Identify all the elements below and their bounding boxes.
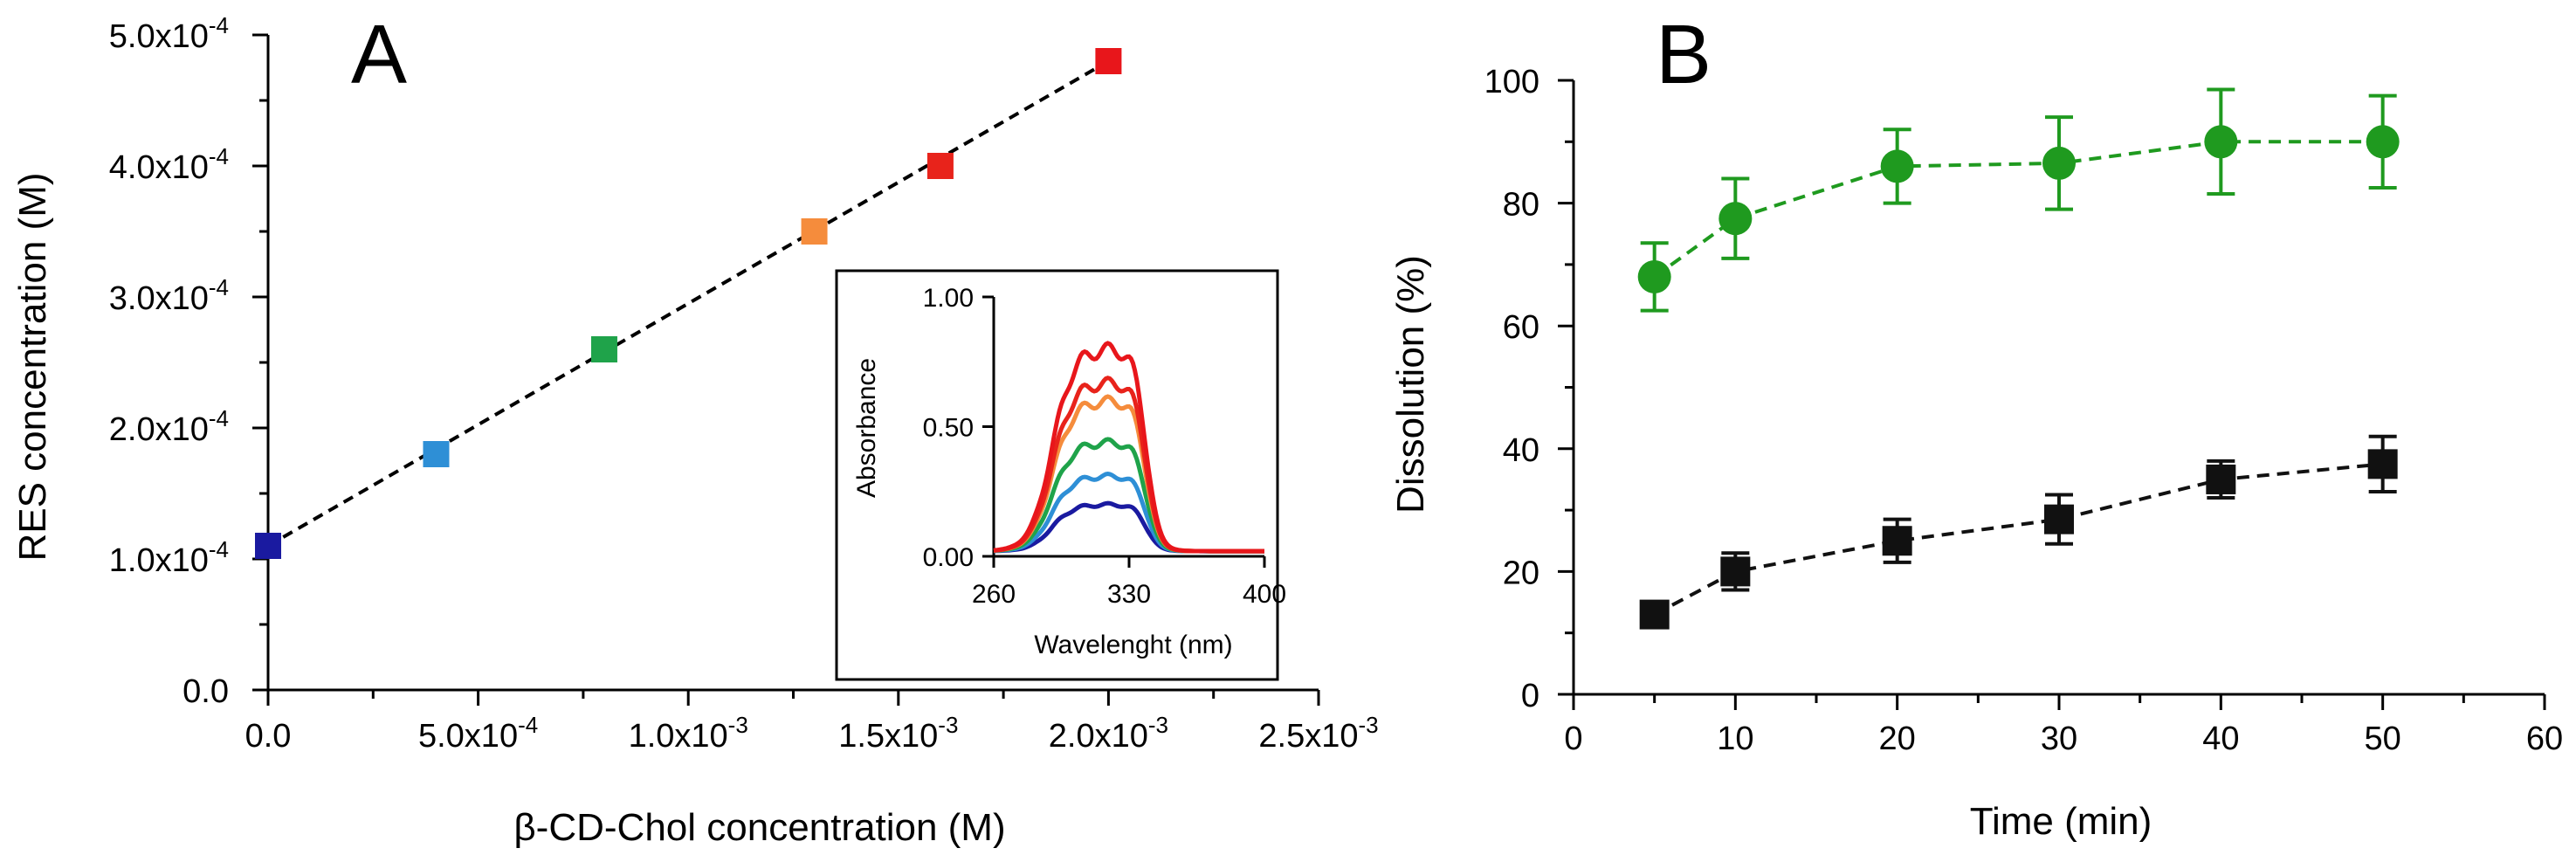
panel-a-y-tick-label-base: 4.0x10 [109, 149, 209, 186]
panel-a-y-tick-label-exponent: -4 [209, 274, 229, 300]
inset-x-tick-label: 400 [1243, 580, 1286, 609]
panel-b-y-tick-label: 0 [1521, 678, 1539, 714]
panel-a-x-tick-label-base: 2.5x10 [1258, 718, 1358, 755]
panel-a-y-axis-title: RES concentration (M) [11, 172, 54, 561]
panel-b-data-point [1637, 259, 1671, 293]
panel-a-data-point [801, 218, 828, 245]
panel-a-data-point [590, 336, 617, 362]
panel-a-x-axis-title: β-CD-Chol concentration (M) [513, 806, 1005, 849]
panel-b-y-tick-label: 80 [1503, 187, 1539, 224]
panel-a-x-tick-label: 2.0x10-3 [1049, 712, 1168, 755]
panel-a-y-tick-label-exponent: -4 [209, 405, 229, 431]
panel-b-y-tick-label: 20 [1503, 555, 1539, 591]
inset-x-ticks: 260 330 400 [972, 556, 1286, 609]
panel-a-x-tick-label: 0.0 [245, 718, 292, 755]
panel-b-y-ticks: 0 20 40 60 80 100 [1484, 64, 1574, 714]
panel-b-data-point [2204, 125, 2238, 159]
panel-b-x-tick-label: 50 [2365, 721, 2401, 757]
panel-a-data-point [255, 533, 281, 559]
panel-a-x-tick-label: 2.5x10-3 [1258, 712, 1378, 755]
panel-b-x-tick-label: 40 [2202, 721, 2239, 757]
panel-a-data-point [423, 441, 450, 467]
panel-a-data-points [255, 48, 1122, 559]
panel-b-y-axis-title: Dissolution (%) [1389, 255, 1432, 514]
panel-a-x-tick-label-base: 1.0x10 [629, 718, 728, 755]
panel-b-green-line [1653, 140, 2383, 279]
panel-a-y-tick-label: 5.0x10-4 [109, 12, 229, 55]
panel-a-fit-line [267, 59, 1110, 548]
panel-a-y-tick-label: 4.0x10-4 [109, 143, 229, 186]
panel-a-y-tick-label-base: 5.0x10 [109, 18, 209, 55]
inset-x-tick-label: 330 [1107, 580, 1151, 609]
panel-b-data-point [2044, 504, 2074, 534]
panel-b-data-point [1720, 556, 1751, 587]
panel-b-data-point [1639, 599, 1670, 630]
panel-a-y-ticks: 0.01.0x10-42.0x10-43.0x10-44.0x10-45.0x1… [109, 12, 268, 710]
panel-a-x-tick-label-exponent: -4 [518, 712, 538, 738]
panel-b-data-point [2042, 146, 2076, 180]
panel-a-y-tick-label-exponent: -4 [209, 536, 229, 562]
inset-spectra [993, 341, 1264, 554]
panel-a-data-point [1095, 48, 1122, 74]
inset-y-axis-title: Absorbance [852, 358, 881, 498]
inset-y-ticks: 0.00 0.50 1.00 [923, 284, 994, 572]
panel-a-y-tick-label-exponent: -4 [209, 12, 229, 38]
panel-a-x-tick-label: 1.5x10-3 [838, 712, 958, 755]
panel-b-x-tick-label: 20 [1879, 721, 1916, 757]
panel-b-y-tick-label: 100 [1484, 64, 1539, 100]
panel-b-data-point [2367, 449, 2398, 479]
panel-a-x-tick-label-exponent: -3 [728, 712, 748, 738]
panel-a-x-tick-label-base: 1.5x10 [838, 718, 938, 755]
panel-a-x-tick-label: 5.0x10-4 [418, 712, 538, 755]
panel-a-y-tick-label-base: 1.0x10 [109, 542, 209, 579]
panel-a-x-tick-label-exponent: -3 [1148, 712, 1168, 738]
panel-b-x-ticks: 0 10 20 30 40 50 60 [1564, 694, 2563, 757]
panel-b-data-point [1880, 149, 1914, 183]
panel-b-y-tick-label: 60 [1503, 309, 1539, 346]
inset-x-axis-title: Wavelenght (nm) [1034, 631, 1232, 659]
panel-b-x-tick-label: 30 [2041, 721, 2077, 757]
panel-b-x-tick-label: 60 [2526, 721, 2563, 757]
panel-b-data-point [1882, 526, 1912, 556]
inset-y-tick-label: 0.00 [923, 543, 974, 572]
panel-a-x-tick-label-base: 5.0x10 [418, 718, 518, 755]
panel-a-y-tick-label: 3.0x10-4 [109, 274, 229, 317]
inset-x-tick-label: 260 [972, 580, 1016, 609]
panel-b-black-line [1653, 462, 2383, 617]
panel-a-y-tick-label: 0.0 [183, 673, 229, 710]
panel-a-y-tick-label: 2.0x10-4 [109, 405, 229, 448]
panel-b-y-tick-label: 40 [1503, 432, 1539, 469]
inset-y-tick-label: 1.00 [923, 284, 974, 313]
panel-b-x-tick-label: 10 [1717, 721, 1753, 757]
panel-a-x-tick-label-exponent: -3 [938, 712, 958, 738]
panel-b-series [1637, 87, 2400, 630]
panel-a-y-tick-label: 1.0x10-4 [109, 536, 229, 579]
panel-b-data-point [1718, 202, 1753, 236]
inset-spectrum-line [993, 341, 1264, 554]
panel-b-letter: B [1656, 8, 1712, 101]
panel-a-x-tick-label: 1.0x10-3 [629, 712, 748, 755]
inset-frame [835, 269, 1279, 681]
panel-b-x-tick-label: 0 [1564, 721, 1582, 757]
inset-y-tick-label: 0.50 [923, 414, 974, 443]
panel-b-data-point [2206, 464, 2236, 494]
panel-b-data-point [2366, 125, 2400, 159]
panel-a: A 0.0 5.0x10-4 1.0x10-3 1.5x10-3 2.0x10-3 2.5… [11, 8, 1379, 849]
panel-a-letter: A [351, 8, 407, 101]
panel-a-x-tick-label-base: 2.0x10 [1049, 718, 1148, 755]
panel-a-inset: 260 330 400 0.00 0.50 1.00 Wavelenght (nm) A… [835, 269, 1286, 681]
panel-a-y-tick-label-exponent: -4 [209, 143, 229, 169]
panel-a-y-tick-label-base: 3.0x10 [109, 280, 209, 317]
panel-a-x-tick-label-exponent: -3 [1358, 712, 1378, 738]
panel-a-x-ticks: 0.0 5.0x10-4 1.0x10-3 1.5x10-3 2.0x10-3 2.5x1… [245, 690, 1379, 755]
panel-a-y-tick-label-base: 2.0x10 [109, 411, 209, 448]
panel-a-data-point [926, 153, 954, 179]
panel-b-x-axis-title: Time (min) [1970, 800, 2152, 843]
